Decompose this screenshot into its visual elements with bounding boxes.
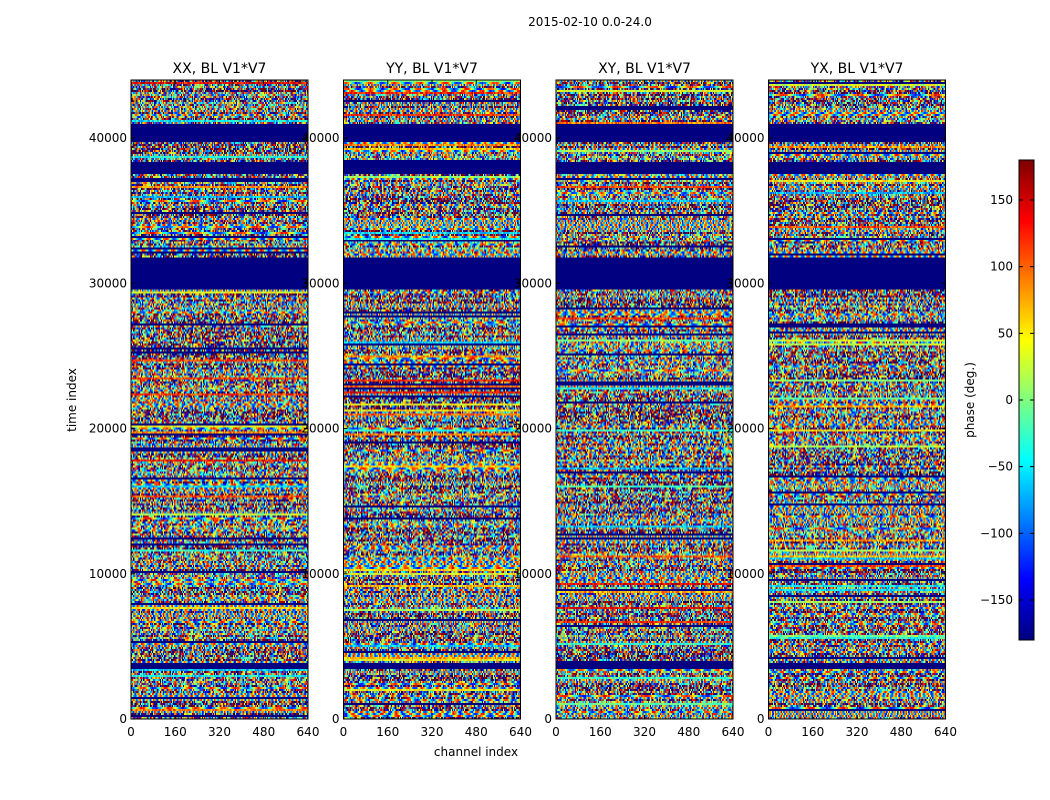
panel-title: XX, BL V1*V7 — [173, 61, 267, 77]
x-tick-label: 0 — [765, 725, 773, 739]
heatmap-image — [343, 80, 521, 719]
y-tick-label: 30000 — [89, 276, 127, 290]
y-tick-label: 10000 — [514, 567, 552, 581]
y-tick-label: 30000 — [514, 276, 552, 290]
panel-title: YY, BL V1*V7 — [385, 61, 478, 77]
y-tick-label: 20000 — [514, 422, 552, 436]
heatmap-image — [131, 80, 308, 719]
heatmap-image — [768, 80, 946, 719]
colorbar-tick-label: 100 — [990, 260, 1013, 274]
y-tick-label: 20000 — [726, 422, 764, 436]
y-tick-label: 0 — [119, 712, 127, 726]
y-tick-label: 0 — [544, 712, 552, 726]
panel-4: YX, BL V1*V7 0 160 320 480 640 0 10000 20000 3000… — [726, 61, 957, 739]
y-tick-label: 20000 — [89, 422, 127, 436]
x-axis-label: channel index — [434, 745, 518, 759]
x-tick-label: 160 — [376, 725, 399, 739]
y-tick-label: 40000 — [89, 131, 127, 145]
panel-title: XY, BL V1*V7 — [598, 61, 691, 77]
colorbar-gradient — [1019, 160, 1034, 640]
panel-2: YY, BL V1*V7 0 160 320 480 640 0 10000 20000 3000… — [301, 61, 532, 739]
panel-3: XY, BL V1*V7 0 160 320 480 640 0 10000 20000 3000… — [514, 61, 745, 739]
x-tick-label: 320 — [846, 725, 869, 739]
x-tick-label: 480 — [252, 725, 275, 739]
x-tick-label: 0 — [552, 725, 560, 739]
colorbar: −150 −100 −50 0 50 100 150 — [980, 159, 1035, 641]
x-tick-label: 480 — [465, 725, 488, 739]
colorbar-tick-label: −50 — [988, 460, 1013, 474]
panel-1: XX, BL V1*V7 0 160 320 480 640 0 10000 20000 3000… — [89, 61, 320, 739]
y-tick-label: 30000 — [726, 276, 764, 290]
colorbar-tick-label: 50 — [998, 326, 1013, 340]
y-tick-label: 0 — [332, 712, 340, 726]
figure-suptitle: 2015-02-10 0.0-24.0 — [528, 15, 652, 29]
x-tick-label: 160 — [801, 725, 824, 739]
colorbar-tick-label: 0 — [1005, 393, 1013, 407]
y-tick-label: 40000 — [514, 131, 552, 145]
y-tick-label: 20000 — [301, 422, 339, 436]
y-tick-label: 10000 — [89, 567, 127, 581]
y-axis-label: time index — [65, 368, 79, 432]
x-tick-label: 640 — [509, 725, 532, 739]
x-tick-label: 0 — [340, 725, 348, 739]
panel-title: YX, BL V1*V7 — [810, 61, 904, 77]
x-tick-label: 640 — [722, 725, 745, 739]
x-tick-label: 640 — [934, 725, 957, 739]
x-tick-label: 160 — [589, 725, 612, 739]
y-tick-label: 10000 — [726, 567, 764, 581]
x-tick-label: 0 — [127, 725, 135, 739]
x-tick-label: 480 — [677, 725, 700, 739]
panels-group: XX, BL V1*V7 0 160 320 480 640 0 10000 20000 3000… — [89, 61, 957, 739]
y-tick-label: 0 — [757, 712, 765, 726]
x-tick-label: 320 — [421, 725, 444, 739]
x-tick-label: 640 — [297, 725, 320, 739]
colorbar-tick-label: −100 — [980, 526, 1013, 540]
x-tick-label: 320 — [633, 725, 656, 739]
y-tick-label: 30000 — [301, 276, 339, 290]
x-tick-label: 160 — [164, 725, 187, 739]
y-tick-label: 40000 — [301, 131, 339, 145]
colorbar-label: phase (deg.) — [963, 362, 977, 438]
y-tick-label: 40000 — [726, 131, 764, 145]
heatmap-image — [556, 80, 733, 719]
x-tick-label: 480 — [890, 725, 913, 739]
x-tick-label: 320 — [208, 725, 231, 739]
y-tick-label: 10000 — [301, 567, 339, 581]
colorbar-tick-label: −150 — [980, 593, 1013, 607]
colorbar-tick-label: 150 — [990, 193, 1013, 207]
